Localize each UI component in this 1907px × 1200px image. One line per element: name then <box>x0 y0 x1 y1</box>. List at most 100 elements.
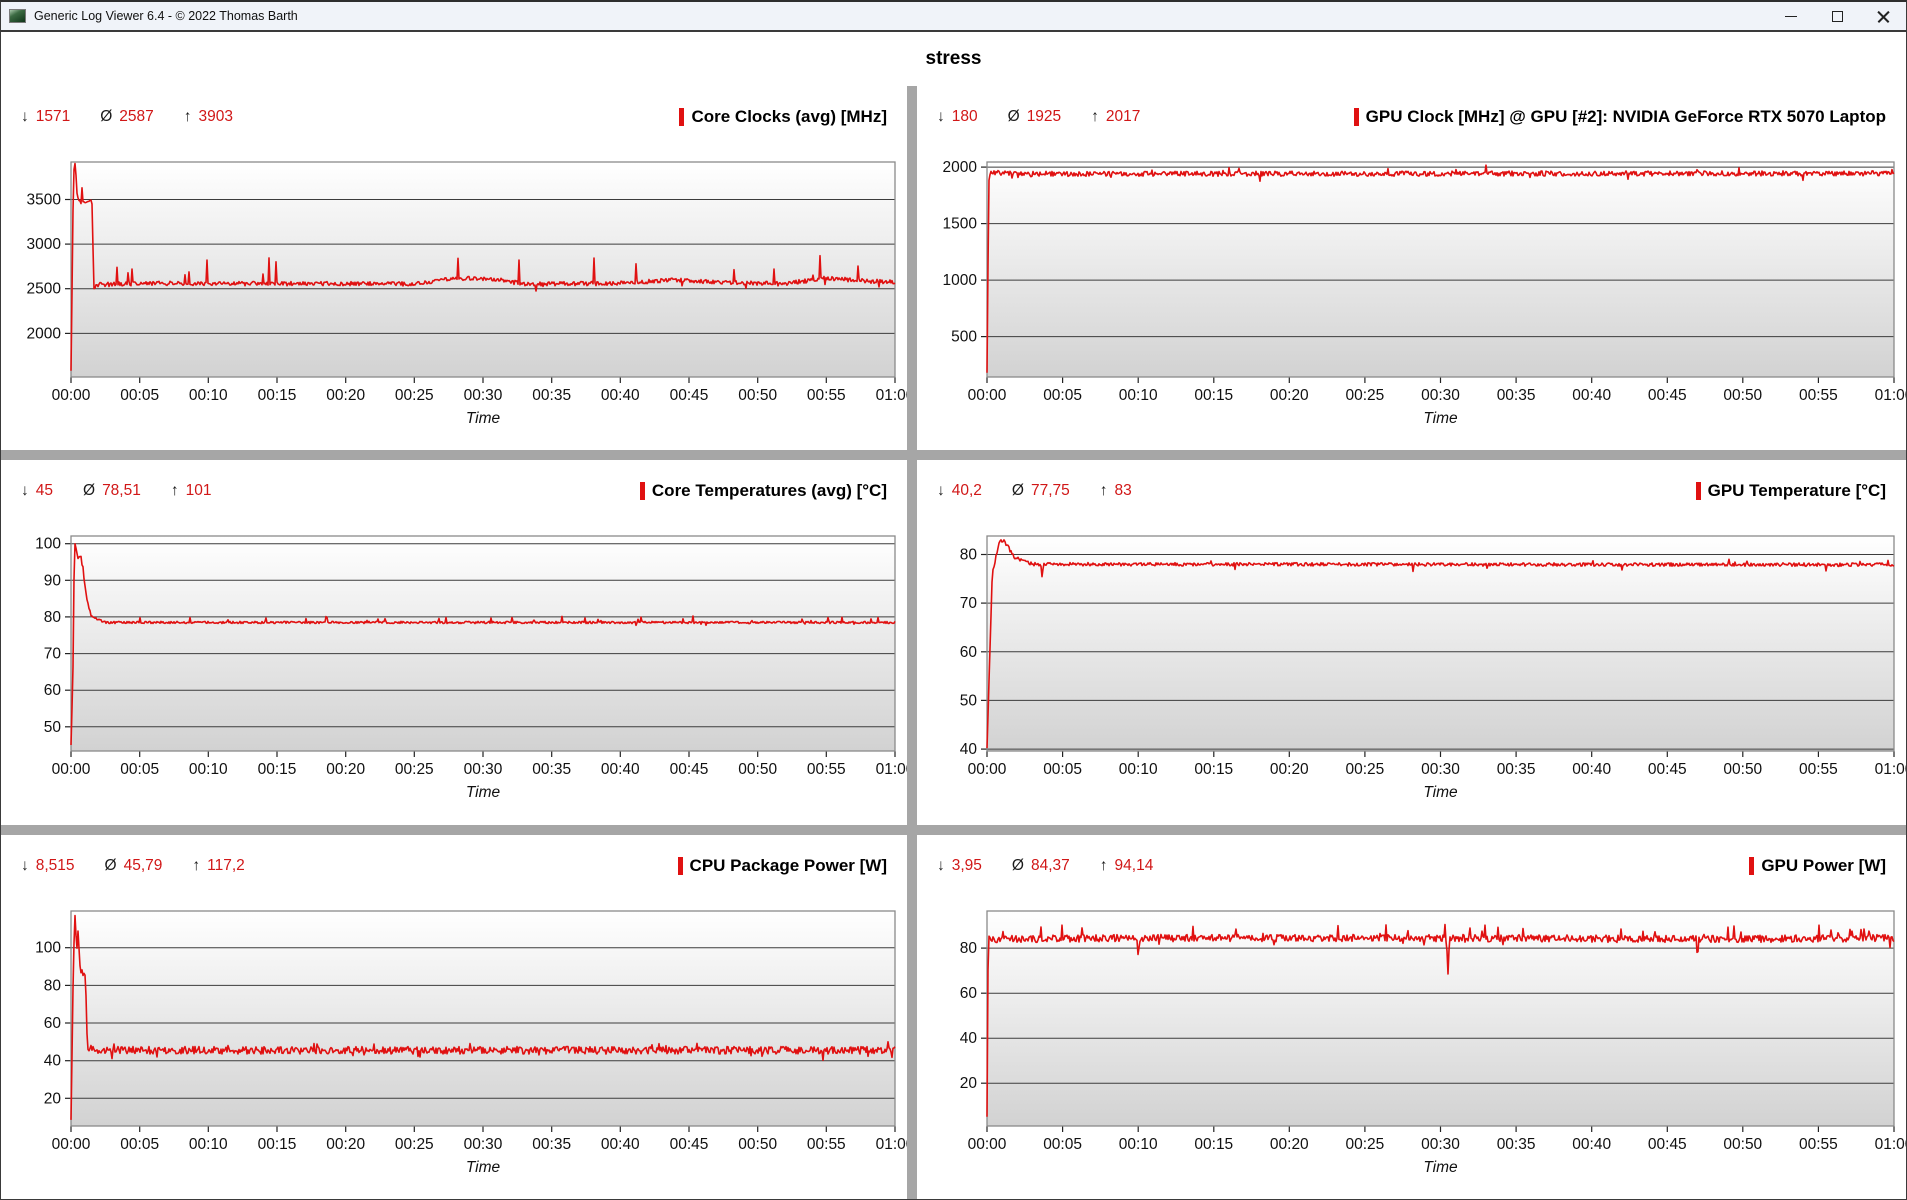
svg-text:70: 70 <box>960 595 978 612</box>
svg-text:00:55: 00:55 <box>807 761 846 778</box>
svg-text:01:00: 01:00 <box>1875 761 1906 778</box>
stat-max: 2017 <box>1105 108 1141 125</box>
svg-text:01:00: 01:00 <box>1875 1136 1906 1153</box>
svg-text:2000: 2000 <box>27 325 62 342</box>
minimize-button[interactable] <box>1768 2 1814 30</box>
svg-text:00:55: 00:55 <box>807 1136 846 1153</box>
svg-text:00:55: 00:55 <box>1799 761 1838 778</box>
chart-plot-cpu-power[interactable]: 20 40 60 80 100 00:00 00:05 00:10 00:15 00:20 00:2… <box>1 903 907 1175</box>
svg-text:00:40: 00:40 <box>1572 761 1611 778</box>
title-bar[interactable]: Generic Log Viewer 6.4 - © 2022 Thomas B… <box>1 2 1906 32</box>
svg-text:00:15: 00:15 <box>258 761 297 778</box>
stat-min: 8,515 <box>35 856 75 874</box>
svg-text:00:40: 00:40 <box>601 387 640 404</box>
vertical-divider <box>907 86 917 1199</box>
svg-text:00:00: 00:00 <box>52 387 91 404</box>
svg-text:Time: Time <box>1423 1159 1458 1175</box>
svg-text:00:00: 00:00 <box>968 387 1007 404</box>
series-color-marker <box>679 108 685 126</box>
svg-text:00:20: 00:20 <box>1270 1136 1309 1153</box>
chart-title-text: Core Temperatures (avg) [°C] <box>651 481 887 501</box>
min-arrow-icon: ↓ <box>21 482 29 500</box>
close-button[interactable] <box>1860 2 1906 30</box>
svg-text:00:25: 00:25 <box>1346 761 1385 778</box>
chart-plot-gpu-temp[interactable]: 40 50 60 70 80 00:00 00:05 00:10 00:15 00:20 00:25… <box>917 528 1906 800</box>
chart-stats: ↓ 40,2 Ø 77,75 ↑ 83 <box>937 482 1162 500</box>
svg-text:00:05: 00:05 <box>1043 761 1082 778</box>
svg-text:2500: 2500 <box>27 281 62 298</box>
svg-text:00:15: 00:15 <box>1194 761 1233 778</box>
svg-text:00:50: 00:50 <box>738 387 777 404</box>
chart-title: GPU Temperature [°C] <box>1695 481 1886 501</box>
chart-plot-core-temps[interactable]: 50 60 70 80 90 100 00:00 00:05 00:10 00:15 00:20 00… <box>1 528 907 800</box>
series-color-marker <box>639 482 645 501</box>
svg-text:60: 60 <box>44 683 62 700</box>
svg-text:1500: 1500 <box>943 216 978 233</box>
svg-text:3500: 3500 <box>27 192 62 209</box>
max-arrow-icon: ↑ <box>1099 856 1108 874</box>
svg-text:20: 20 <box>960 1075 978 1092</box>
svg-text:00:30: 00:30 <box>464 761 503 778</box>
average-icon: Ø <box>100 108 113 125</box>
svg-text:00:15: 00:15 <box>1194 1136 1233 1153</box>
chart-plot-gpu-power[interactable]: 20 40 60 80 00:00 00:05 00:10 00:15 00:20 00:25 00… <box>917 903 1906 1175</box>
svg-text:40: 40 <box>960 1030 978 1047</box>
svg-text:1000: 1000 <box>943 272 978 289</box>
svg-text:00:35: 00:35 <box>532 761 571 778</box>
svg-text:00:10: 00:10 <box>1119 761 1158 778</box>
minimize-icon <box>1785 15 1797 17</box>
horizontal-divider-1 <box>1 450 1906 461</box>
stat-min: 1571 <box>35 108 71 125</box>
window-title: Generic Log Viewer 6.4 - © 2022 Thomas B… <box>34 9 298 23</box>
maximize-button[interactable] <box>1814 2 1860 30</box>
svg-text:00:50: 00:50 <box>738 761 777 778</box>
svg-text:Time: Time <box>466 1159 501 1175</box>
stat-avg: 1925 <box>1026 108 1062 125</box>
svg-text:00:10: 00:10 <box>189 387 228 404</box>
svg-text:00:10: 00:10 <box>189 1136 228 1153</box>
svg-text:00:50: 00:50 <box>738 1136 777 1153</box>
svg-text:80: 80 <box>960 940 978 957</box>
chart-plot-core-clocks[interactable]: 2000 2500 3000 3500 00:00 00:05 00:10 00:15 00:2… <box>1 154 907 426</box>
chart-plot-gpu-clock[interactable]: 500 1000 1500 2000 00:00 00:05 00:10 00:15 00:20… <box>917 154 1906 426</box>
svg-text:00:50: 00:50 <box>1723 761 1762 778</box>
stat-max: 3903 <box>198 108 234 125</box>
svg-text:Time: Time <box>1423 410 1458 426</box>
min-arrow-icon: ↓ <box>937 482 945 500</box>
svg-text:00:55: 00:55 <box>1799 1136 1838 1153</box>
chart-title-text: GPU Power [W] <box>1761 855 1886 875</box>
chart-stats: ↓ 45 Ø 78,51 ↑ 101 <box>21 482 241 500</box>
log-title: stress <box>925 48 982 69</box>
chart-stats: ↓ 3,95 Ø 84,37 ↑ 94,14 <box>937 857 1183 875</box>
log-header: stress <box>1 32 1906 86</box>
svg-text:80: 80 <box>960 547 978 564</box>
svg-text:00:45: 00:45 <box>670 1136 709 1153</box>
svg-text:20: 20 <box>44 1090 62 1107</box>
chart-grid: ↓ 1571 Ø 2587 ↑ 3903 Core Clocks (avg) [MHz… <box>1 86 1906 1199</box>
app-logo-icon <box>9 9 26 23</box>
chart-title: Core Temperatures (avg) [°C] <box>639 481 887 501</box>
chart-title-text: GPU Clock [MHz] @ GPU [#2]: NVIDIA GeFor… <box>1365 107 1886 126</box>
chart-title-text: CPU Package Power [W] <box>689 855 887 875</box>
svg-text:00:25: 00:25 <box>1346 387 1385 404</box>
svg-text:Time: Time <box>466 410 501 426</box>
stat-avg: 2587 <box>119 108 154 125</box>
svg-text:00:10: 00:10 <box>1119 387 1158 404</box>
chart-title: CPU Package Power [W] <box>677 855 887 876</box>
svg-text:00:05: 00:05 <box>1043 1136 1082 1153</box>
average-icon: Ø <box>1011 482 1024 500</box>
max-arrow-icon: ↑ <box>1091 108 1099 125</box>
svg-text:00:25: 00:25 <box>395 761 434 778</box>
svg-text:00:15: 00:15 <box>258 387 297 404</box>
svg-text:00:35: 00:35 <box>532 387 571 404</box>
chart-stats: ↓ 8,515 Ø 45,79 ↑ 117,2 <box>21 857 275 875</box>
svg-text:01:00: 01:00 <box>1875 387 1906 404</box>
max-arrow-icon: ↑ <box>192 856 201 874</box>
svg-text:00:30: 00:30 <box>464 387 503 404</box>
svg-text:00:45: 00:45 <box>1648 1136 1687 1153</box>
svg-text:00:40: 00:40 <box>1572 387 1611 404</box>
svg-text:80: 80 <box>44 977 62 994</box>
svg-text:Time: Time <box>466 784 501 800</box>
svg-text:00:25: 00:25 <box>1346 1136 1385 1153</box>
